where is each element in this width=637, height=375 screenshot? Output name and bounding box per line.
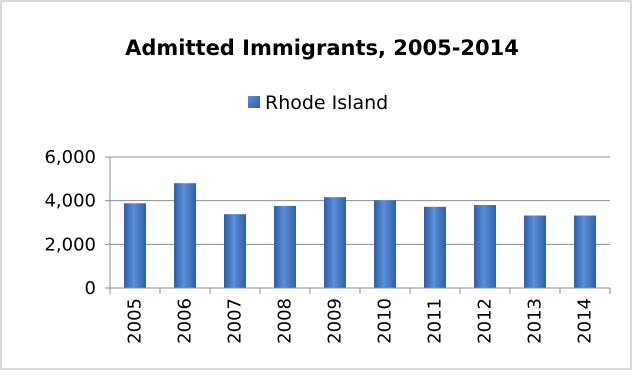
bar-2007: [224, 214, 246, 288]
bar-2008: [274, 205, 296, 288]
bar-2014: [574, 215, 596, 288]
bars: [124, 183, 596, 288]
x-tick-label: 2007: [225, 298, 246, 344]
legend: Rhode Island: [248, 92, 388, 114]
x-tick-label: 2013: [525, 298, 546, 344]
y-tick-label: 0: [85, 278, 96, 299]
y-tick-label: 2,000: [44, 234, 96, 255]
bar-2006: [174, 183, 196, 288]
y-tick-label: 6,000: [44, 147, 96, 168]
x-tick-label: 2009: [325, 298, 346, 344]
x-tick-label: 2005: [125, 298, 146, 344]
bar-2012: [474, 205, 496, 288]
bar-2005: [124, 203, 146, 288]
axes: [105, 156, 611, 294]
x-tick-label: 2008: [275, 298, 296, 344]
legend-swatch-rhode-island: [248, 96, 260, 108]
chart-title: Admitted Immigrants, 2005-2014: [125, 36, 519, 60]
bar-2009: [324, 197, 346, 288]
chart-border: [0, 0, 632, 370]
legend-label-rhode-island: Rhode Island: [265, 92, 388, 114]
x-tick-labels: 2005 2006 2007 2008 2009 2010 2011 2012 2013 2014: [125, 298, 596, 344]
x-tick-label: 2012: [475, 298, 496, 344]
x-tick-label: 2014: [575, 298, 596, 344]
x-tick-label: 2010: [375, 298, 396, 344]
bar-2010: [374, 200, 396, 288]
x-tick-label: 2011: [425, 298, 446, 344]
y-tick-label: 4,000: [44, 191, 96, 212]
y-tick-labels: 0 2,000 4,000 6,000: [44, 147, 96, 299]
x-tick-label: 2006: [175, 298, 196, 344]
bar-2011: [424, 206, 446, 288]
bar-2013: [524, 215, 546, 288]
